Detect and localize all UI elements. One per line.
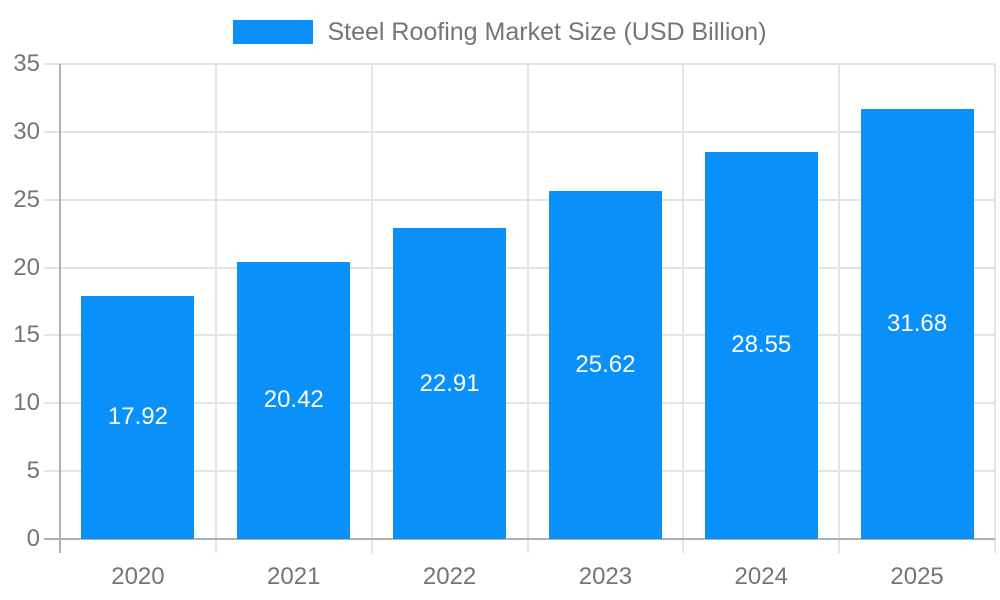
bar-2021: [237, 261, 351, 539]
bar-2023: [548, 191, 662, 539]
category-gridline: [838, 64, 841, 553]
x-tick-label-2025: 2025: [890, 563, 944, 590]
category-gridline: [994, 64, 996, 553]
y-axis-line: [59, 64, 61, 553]
y-tick-label: 30: [13, 117, 40, 145]
y-tick-label: 35: [13, 50, 40, 77]
legend-swatch: [233, 20, 314, 44]
y-tick-label: 20: [13, 253, 40, 281]
y-gridline: [44, 198, 995, 201]
y-tick-label: 25: [13, 185, 40, 213]
bar-2022: [393, 228, 507, 539]
y-gridline: [44, 402, 995, 405]
y-tick-label: 5: [26, 457, 40, 485]
x-tick-label-2022: 2022: [422, 563, 477, 590]
y-tick-label: 0: [26, 525, 40, 552]
x-tick-label-2020: 2020: [111, 563, 165, 590]
category-gridline: [526, 64, 529, 553]
bar-2024: [704, 151, 818, 539]
y-gridline: [44, 334, 995, 337]
legend-label: Steel Roofing Market Size (USD Billion): [327, 17, 767, 46]
y-tick-label: 10: [13, 389, 40, 417]
category-gridline: [370, 64, 373, 553]
x-tick-label-2023: 2023: [578, 563, 633, 590]
bar-value-label-2020: 17.92: [107, 403, 168, 431]
bar-value-label-2025: 31.68: [887, 310, 948, 338]
bar-2020: [81, 295, 195, 539]
y-gridline: [44, 266, 995, 269]
x-tick-label-2021: 2021: [267, 563, 321, 590]
bar-value-label-2023: 25.62: [575, 351, 636, 379]
bar-value-label-2024: 28.55: [731, 331, 792, 359]
y-gridline: [44, 63, 995, 65]
y-gridline: [44, 130, 995, 133]
y-tick-label: 15: [13, 321, 40, 349]
x-tick-label-2024: 2024: [734, 563, 788, 590]
bar-value-label-2021: 20.42: [263, 386, 324, 414]
y-gridline: [44, 470, 995, 473]
bar-2025: [860, 109, 974, 539]
bar-value-label-2022: 22.91: [419, 369, 480, 397]
x-axis-line: [44, 538, 995, 540]
category-gridline: [214, 64, 217, 553]
category-gridline: [682, 64, 685, 553]
legend: Steel Roofing Market Size (USD Billion): [0, 18, 1000, 46]
